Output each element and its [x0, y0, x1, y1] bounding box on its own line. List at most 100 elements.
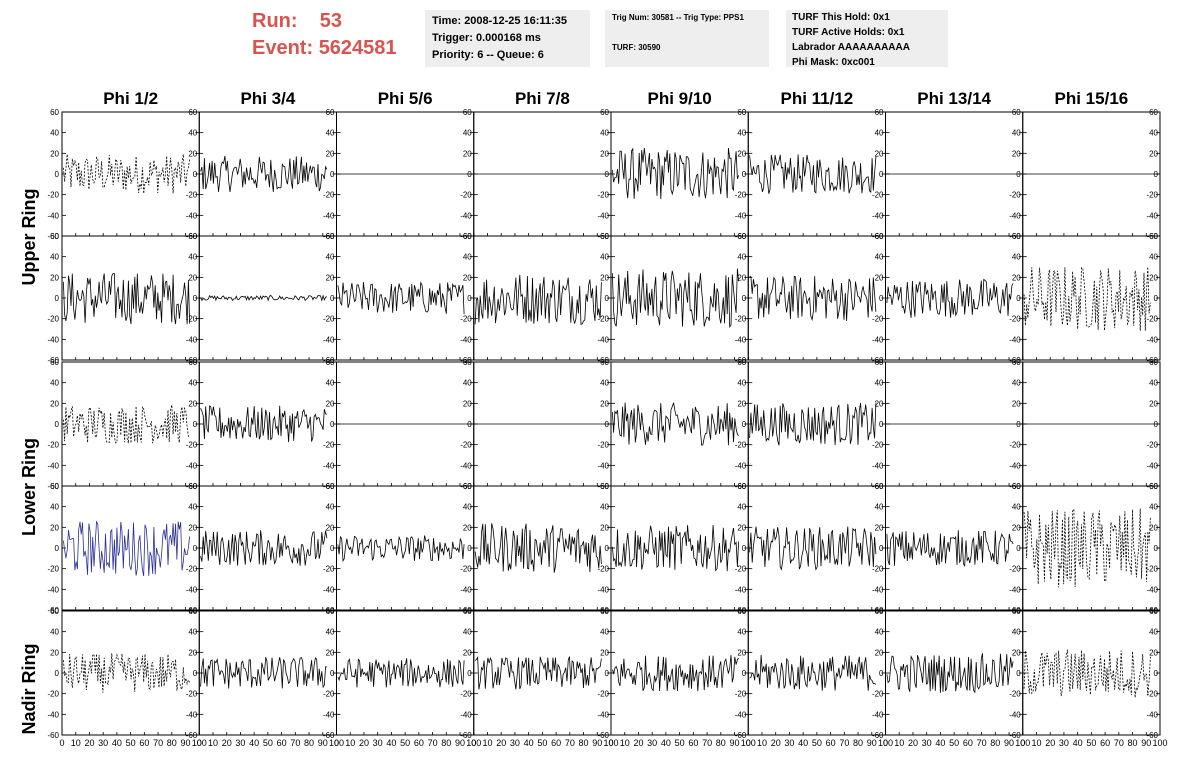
x-tick-label: 90: [1141, 738, 1151, 748]
y-tick-label: 40: [1012, 253, 1021, 262]
x-tick-label: 70: [977, 738, 987, 748]
y-tick-label: 0: [605, 544, 610, 553]
y-tick-label: 0: [1016, 170, 1021, 179]
x-tick-label: 50: [263, 738, 273, 748]
waveform-line: [612, 655, 739, 692]
y-tick-label: -20: [47, 565, 59, 574]
y-tick-label: -60: [186, 731, 198, 740]
y-tick-label: 40: [188, 503, 197, 512]
y-tick-label: 20: [600, 399, 609, 408]
y-tick-label: -20: [597, 191, 609, 200]
time-text: Time: 2008-12-25 16:11:35: [432, 15, 567, 27]
x-tick-label: 10: [208, 738, 218, 748]
y-tick-label: 40: [600, 503, 609, 512]
x-tick-label: 30: [373, 738, 383, 748]
y-tick-label: 20: [188, 399, 197, 408]
y-tick-label: 60: [188, 482, 197, 491]
waveform-line: [612, 524, 739, 572]
x-tick-label: 30: [784, 738, 794, 748]
waveform-line: [612, 268, 739, 328]
y-tick-label: 60: [1012, 108, 1021, 117]
y-tick-label: -60: [47, 482, 59, 491]
y-tick-label: 60: [875, 108, 884, 117]
y-tick-label: -60: [47, 232, 59, 241]
y-tick-label: 0: [1016, 544, 1021, 553]
panel-frame: [198, 361, 337, 487]
turf-info-box: TURF This Hold: 0x1 TURF Active Holds: 0…: [786, 10, 948, 68]
x-tick-label: 40: [249, 738, 259, 748]
y-tick-label: 0: [193, 170, 198, 179]
y-tick-label: 20: [188, 149, 197, 158]
trig-text: Trig Num: 30581 -- Trig Type: PPS1: [612, 13, 744, 22]
y-tick-label: 40: [188, 628, 197, 637]
waveform-line: [63, 154, 190, 194]
y-tick-label: 60: [50, 358, 59, 367]
y-tick-label: 0: [1154, 294, 1159, 303]
y-tick-label: 60: [875, 607, 884, 616]
y-tick-label: 40: [737, 253, 746, 262]
x-tick-label: 50: [400, 738, 410, 748]
y-tick-label: 0: [1154, 170, 1159, 179]
column-title: Phi 3/4: [240, 89, 295, 108]
y-tick-label: 0: [879, 420, 884, 429]
x-tick-label: 10: [894, 738, 904, 748]
y-tick-label: 60: [1012, 232, 1021, 241]
y-tick-label: 20: [1149, 648, 1158, 657]
x-tick-label: 70: [290, 738, 300, 748]
x-tick-label: 50: [126, 738, 136, 748]
y-tick-label: 40: [1149, 628, 1158, 637]
waveform-line: [200, 155, 328, 193]
column-title: Phi 11/12: [780, 89, 853, 108]
y-tick-label: 20: [326, 523, 335, 532]
y-tick-label: 20: [875, 399, 884, 408]
y-tick-label: -20: [186, 315, 198, 324]
y-tick-label: -20: [186, 690, 198, 699]
y-tick-label: -40: [323, 335, 335, 344]
y-tick-label: -60: [323, 731, 335, 740]
y-tick-label: -20: [47, 315, 59, 324]
y-tick-label: 40: [1149, 379, 1158, 388]
y-tick-label: 20: [188, 523, 197, 532]
x-tick-label: 90: [1004, 738, 1014, 748]
y-tick-label: -40: [1009, 461, 1021, 470]
turf-number-text: TURF: 30590: [612, 43, 661, 52]
y-tick-label: 20: [326, 648, 335, 657]
waveform-line: [749, 654, 877, 691]
column-title: Phi 13/14: [917, 89, 991, 108]
y-tick-label: 40: [875, 379, 884, 388]
y-tick-label: -40: [47, 211, 59, 220]
y-tick-label: 20: [1012, 523, 1021, 532]
y-tick-label: 40: [1149, 129, 1158, 138]
y-tick-label: 0: [467, 420, 472, 429]
y-tick-label: -20: [872, 191, 884, 200]
y-tick-label: 60: [600, 358, 609, 367]
x-tick-label: 0: [59, 738, 64, 748]
waveform-line: [63, 520, 190, 577]
y-tick-label: 40: [737, 503, 746, 512]
y-tick-label: -20: [872, 315, 884, 324]
waveform-line: [1023, 507, 1151, 588]
x-tick-label: 100: [192, 738, 207, 748]
waveform-line: [886, 530, 1014, 568]
y-tick-label: 40: [463, 253, 472, 262]
y-tick-label: -20: [1009, 191, 1021, 200]
x-tick-label: 100: [1015, 738, 1030, 748]
x-tick-label: 60: [688, 738, 698, 748]
y-tick-label: -60: [1146, 731, 1158, 740]
y-tick-label: 60: [875, 482, 884, 491]
x-tick-label: 90: [867, 738, 877, 748]
y-tick-label: -60: [1146, 356, 1158, 365]
x-tick-label: 60: [1100, 738, 1110, 748]
x-tick-label: 10: [71, 738, 81, 748]
turf-active-text: TURF Active Holds: 0x1: [792, 27, 905, 38]
y-tick-label: 60: [1149, 607, 1158, 616]
waveform-line: [1023, 649, 1151, 698]
y-tick-label: -20: [460, 690, 472, 699]
y-tick-label: -40: [460, 461, 472, 470]
waveform-line: [337, 658, 465, 688]
y-tick-label: 0: [330, 170, 335, 179]
panel-frame: [336, 485, 475, 611]
y-tick-label: 20: [1012, 399, 1021, 408]
y-tick-label: 20: [737, 149, 746, 158]
